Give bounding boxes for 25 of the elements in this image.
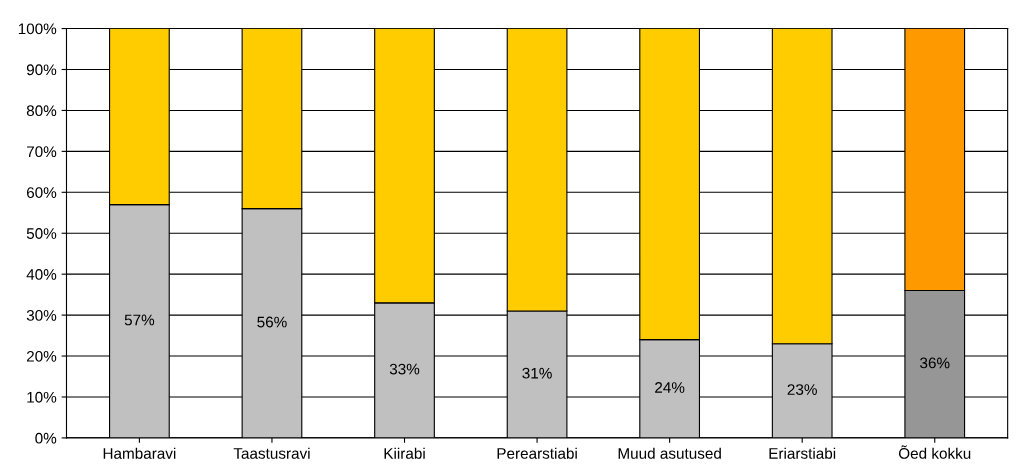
data-label: 56% — [257, 316, 287, 328]
x-tick-label: Kiirabi — [384, 447, 425, 459]
x-tick-label: Muud asutused — [618, 447, 721, 459]
y-tick-label: 90% — [26, 64, 57, 76]
x-tick-label: Hambaravi — [103, 447, 176, 459]
data-label: 31% — [522, 367, 552, 379]
data-label: 33% — [389, 363, 420, 375]
data-label: 57% — [124, 314, 155, 326]
y-tick-label: 0% — [35, 432, 57, 444]
y-tick-label: 60% — [26, 187, 57, 198]
x-tick-label: Taastusravi — [233, 447, 310, 459]
x-tick-label: Eriarstiabi — [769, 447, 836, 459]
y-tick-label: 80% — [26, 105, 57, 117]
y-tick-label: 10% — [27, 391, 57, 403]
y-tick-label: 100% — [18, 23, 57, 35]
x-tick-label: Perearstiabi — [497, 447, 577, 459]
y-tick-label: 30% — [26, 309, 57, 321]
y-tick-label: 50% — [26, 228, 57, 239]
data-label: 24% — [655, 382, 685, 393]
y-tick-label: 20% — [26, 350, 57, 362]
y-tick-label: 40% — [26, 269, 57, 280]
x-tick-label: Õed kokku — [898, 445, 971, 459]
data-label: 36% — [920, 357, 950, 369]
data-label: 23% — [787, 384, 817, 395]
y-tick-label: 70% — [26, 146, 57, 158]
